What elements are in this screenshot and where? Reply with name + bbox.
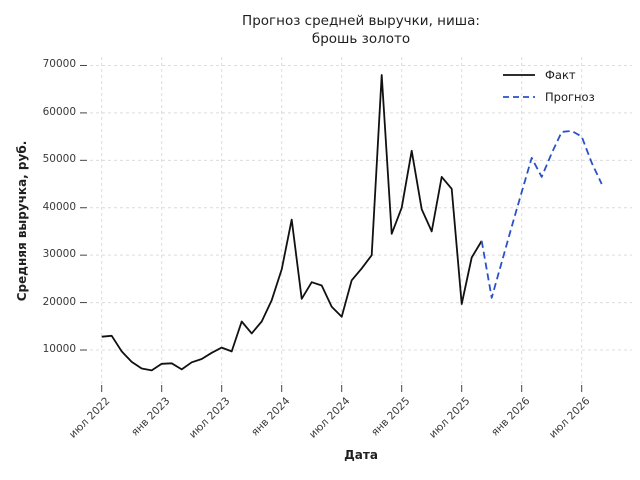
fact-line — [101, 74, 483, 372]
legend-label-forecast: Прогноз — [545, 90, 595, 104]
chart-title-line2: брошь золото — [311, 31, 411, 47]
y-tick-label: 40000 — [42, 200, 76, 213]
y-tick-label: 20000 — [42, 295, 76, 308]
y-tick-label: 10000 — [42, 343, 76, 355]
y-tick-label: 50000 — [42, 153, 76, 166]
forecast-line — [480, 129, 603, 299]
y-tick-label: 60000 — [42, 105, 76, 118]
y-tick-label: 30000 — [42, 248, 76, 261]
legend-item-forecast: Прогноз — [502, 86, 595, 108]
chart-title-line1: Прогноз средней выручки, ниша: — [242, 13, 480, 29]
y-tick-label: 70000 — [42, 58, 76, 71]
forecast-line-sample-icon — [503, 96, 535, 98]
x-axis-label: Дата — [344, 448, 378, 462]
legend-label-fact: Факт — [545, 68, 576, 82]
y-axis-label: Средняя выручка, руб. — [15, 140, 29, 302]
legend-item-fact: Факт — [502, 64, 595, 86]
legend: Факт Прогноз — [502, 64, 595, 108]
fact-line-sample-icon — [503, 74, 535, 76]
